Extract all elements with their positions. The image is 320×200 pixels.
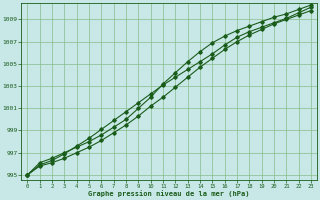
X-axis label: Graphe pression niveau de la mer (hPa): Graphe pression niveau de la mer (hPa): [89, 190, 250, 197]
